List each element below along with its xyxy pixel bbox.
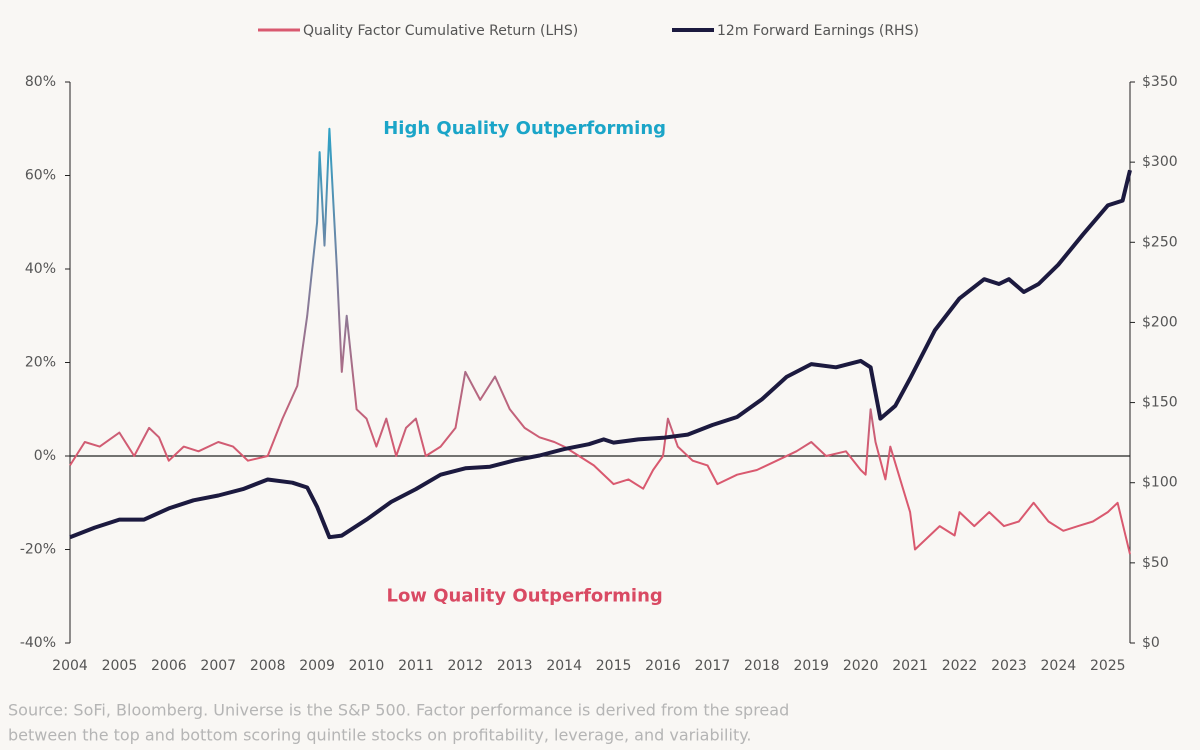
x-tick-label: 2015 <box>596 658 632 674</box>
y-tick-label: -40% <box>20 635 56 651</box>
y-tick-label: 0% <box>34 448 56 464</box>
annotation: Low Quality Outperforming <box>386 585 662 606</box>
x-tick-label: 2006 <box>151 658 187 674</box>
x-tick-label: 2025 <box>1090 658 1126 674</box>
y-tick-label: 20% <box>25 355 56 371</box>
x-tick-label: 2007 <box>200 658 236 674</box>
x-tick-label: 2023 <box>991 658 1027 674</box>
source-note: between the top and bottom scoring quint… <box>8 726 751 745</box>
x-tick-label: 2022 <box>942 658 978 674</box>
y2-tick-label: $250 <box>1142 234 1178 250</box>
y-tick-label: 40% <box>25 261 56 277</box>
x-tick-label: 2009 <box>299 658 335 674</box>
y-tick-label: 80% <box>25 74 56 90</box>
y2-tick-label: $350 <box>1142 74 1178 90</box>
legend-label: 12m Forward Earnings (RHS) <box>717 23 919 39</box>
y2-tick-label: $0 <box>1142 635 1160 651</box>
x-tick-label: 2016 <box>645 658 681 674</box>
series-line <box>69 127 1131 555</box>
y2-tick-label: $50 <box>1142 555 1169 571</box>
legend-label: Quality Factor Cumulative Return (LHS) <box>303 23 578 39</box>
x-tick-label: 2021 <box>892 658 928 674</box>
x-tick-label: 2020 <box>843 658 879 674</box>
y2-tick-label: $150 <box>1142 395 1178 411</box>
x-tick-label: 2019 <box>793 658 829 674</box>
x-tick-label: 2018 <box>744 658 780 674</box>
x-tick-label: 2014 <box>546 658 582 674</box>
y2-tick-label: $300 <box>1142 154 1178 170</box>
x-tick-label: 2010 <box>349 658 385 674</box>
annotation: High Quality Outperforming <box>383 118 666 139</box>
y2-tick-label: $100 <box>1142 475 1178 491</box>
x-tick-label: 2004 <box>52 658 88 674</box>
source-note: Source: SoFi, Bloomberg. Universe is the… <box>8 701 789 720</box>
x-tick-label: 2011 <box>398 658 434 674</box>
y2-tick-label: $200 <box>1142 314 1178 330</box>
x-tick-label: 2017 <box>695 658 731 674</box>
series-line <box>69 169 1132 540</box>
x-tick-label: 2005 <box>102 658 138 674</box>
x-tick-label: 2008 <box>250 658 286 674</box>
x-tick-label: 2024 <box>1041 658 1077 674</box>
y-tick-label: 60% <box>25 168 56 184</box>
y-tick-label: -20% <box>20 542 56 558</box>
x-tick-label: 2012 <box>448 658 484 674</box>
x-tick-label: 2013 <box>497 658 533 674</box>
